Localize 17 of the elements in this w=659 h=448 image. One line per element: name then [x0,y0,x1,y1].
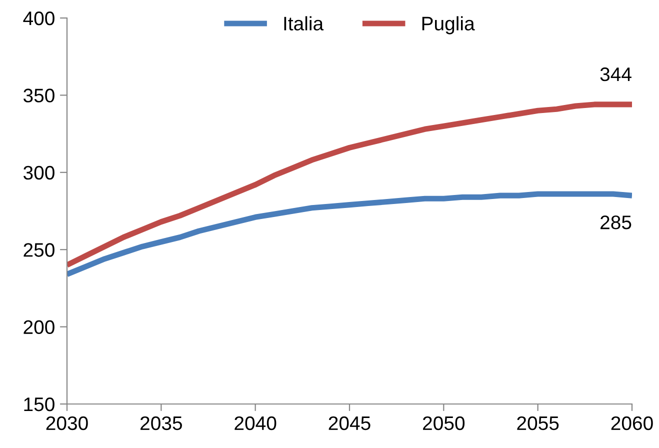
x-tick-label: 2060 [611,416,653,430]
y-tick-label: 150 [24,397,54,412]
x-tick-label: 2030 [46,416,88,430]
y-tick-label: 250 [24,243,54,257]
y-tick-label: 300 [23,166,54,180]
x-tick-label: 2055 [517,416,559,430]
legend-label: Puglia [422,16,475,34]
data-label: 344 [600,67,632,82]
x-tick-label: 2050 [423,416,465,430]
y-tick-label: 200 [24,320,54,334]
y-tick-label: 400 [23,11,54,26]
x-tick-label: 2040 [234,416,276,430]
x-tick-label: 2035 [140,416,182,430]
data-label: 285 [600,216,632,230]
legend-label: Italia [284,16,324,30]
x-tick-label: 2045 [328,416,370,430]
y-tick-label: 350 [23,88,54,102]
